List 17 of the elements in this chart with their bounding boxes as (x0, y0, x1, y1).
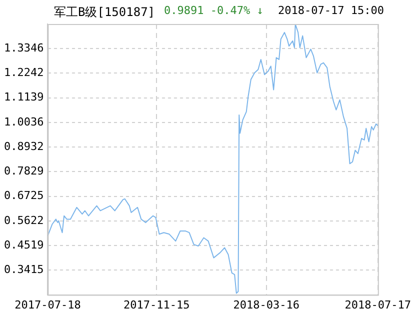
y-tick-label: 1.1139 (4, 90, 44, 104)
x-tick-label: 2017-07-18 (14, 298, 81, 312)
y-tick-label: 1.2242 (4, 66, 44, 80)
x-tick-label: 2018-03-16 (233, 298, 300, 312)
x-tick-label: 2018-07-17 (344, 298, 412, 312)
y-tick-label: 1.0036 (4, 115, 44, 128)
y-tick-label: 0.7829 (4, 164, 44, 178)
y-tick-label: 0.4519 (4, 238, 44, 252)
chart-subtitle: 0.9891 -0.47% ↓ (164, 4, 264, 17)
y-tick-label: 0.6725 (4, 189, 44, 202)
chart-title: 军工B级[150187] (54, 4, 156, 21)
text: 2018-07-17 15:00 (278, 4, 384, 17)
y-tick-label: 0.3415 (4, 263, 44, 276)
x-tick-label: 2017-11-15 (123, 298, 190, 312)
y-tick-label: 0.5622 (4, 214, 44, 227)
y-tick-label: 0.8932 (4, 140, 44, 153)
y-tick-label: 1.3346 (4, 41, 44, 54)
